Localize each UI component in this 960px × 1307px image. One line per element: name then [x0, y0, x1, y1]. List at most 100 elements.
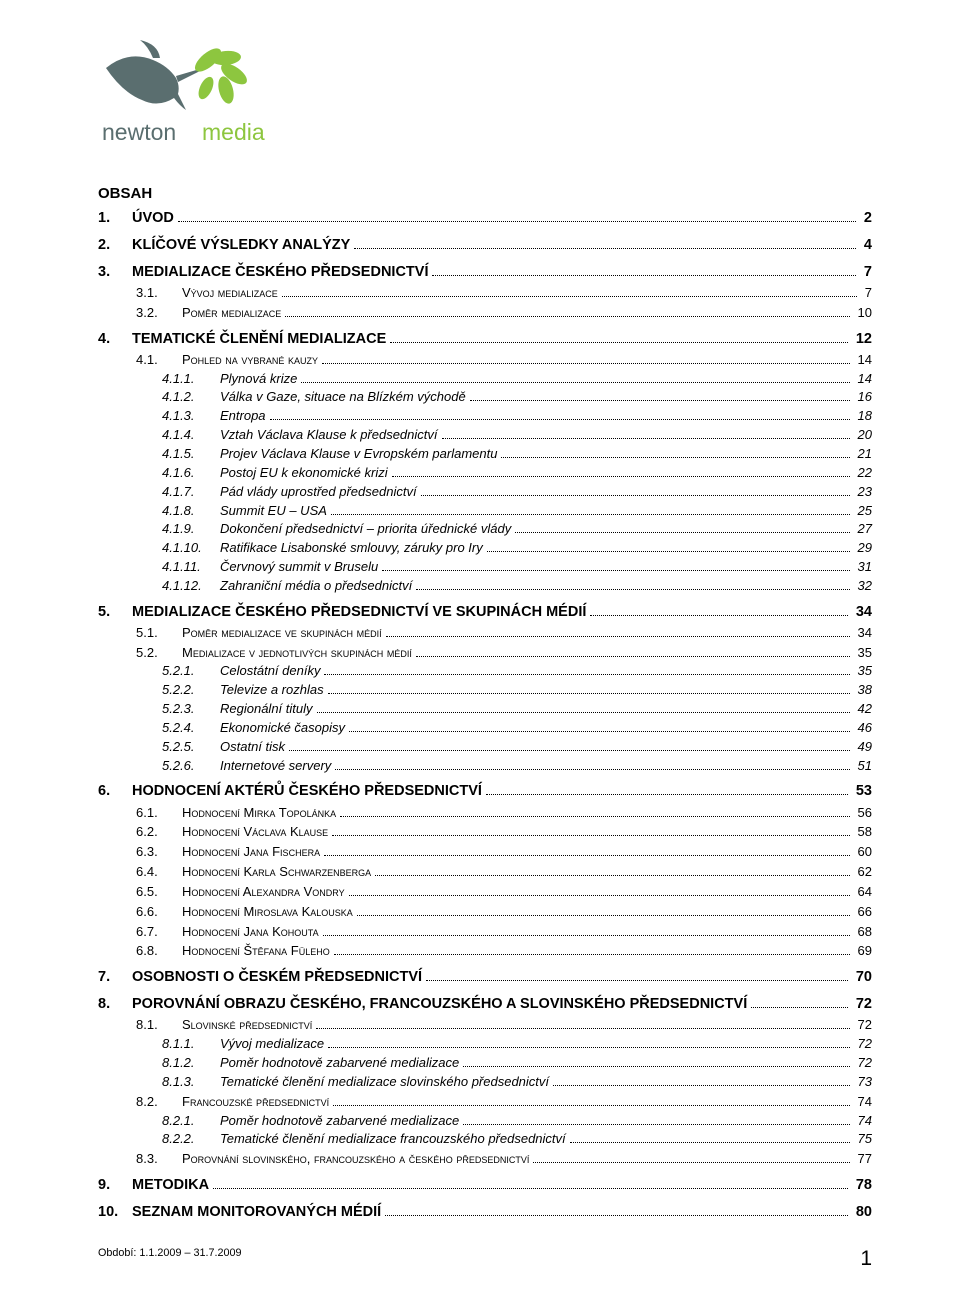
toc-entry-label: Plynová krize	[220, 370, 297, 389]
toc-entry: 8.3.Porovnání slovinského, francouzského…	[98, 1150, 872, 1169]
toc-leader-dots	[385, 1215, 848, 1216]
toc-leader-dots	[316, 1028, 849, 1029]
toc-entry-number: 3.	[98, 262, 132, 283]
toc-entry-label: SEZNAM MONITOROVANÝCH MÉDIÍ	[132, 1202, 381, 1223]
newton-media-logo-svg: newton media	[98, 40, 318, 150]
toc-entry-number: 8.2.2.	[162, 1130, 220, 1149]
toc-entry-number: 1.	[98, 208, 132, 229]
toc-entry: 4.TEMATICKÉ ČLENĚNÍ MEDIALIZACE12	[98, 329, 872, 350]
toc-entry-page: 56	[854, 804, 872, 823]
toc-entry-number: 8.1.2.	[162, 1054, 220, 1073]
svg-text:media: media	[202, 119, 265, 145]
toc-entry-number: 4.	[98, 329, 132, 350]
toc-entry: 7.OSOBNOSTI O ČESKÉM PŘEDSEDNICTVÍ70	[98, 967, 872, 988]
toc-entry: 3.1.Vývoj medializace7	[98, 284, 872, 303]
toc-entry-page: 35	[854, 644, 872, 663]
toc-entry: 6.7.Hodnocení Jana Kohouta68	[98, 923, 872, 942]
toc-leader-dots	[317, 712, 850, 713]
toc-entry: 8.2.1.Poměr hodnotově zabarvené medializ…	[98, 1112, 872, 1131]
toc-entry: 4.1.3.Entropa18	[98, 407, 872, 426]
toc-entry-number: 4.1.8.	[162, 502, 220, 521]
toc-entry-label: ÚVOD	[132, 208, 174, 229]
toc-entry-page: 77	[854, 1150, 872, 1169]
toc-entry-page: 53	[852, 781, 872, 802]
toc-entry-page: 12	[852, 329, 872, 350]
toc-entry-number: 8.2.	[136, 1093, 182, 1112]
toc-entry: 4.1.12.Zahraniční média o předsednictví3…	[98, 577, 872, 596]
toc-entry: 4.1.1.Plynová krize 14	[98, 370, 872, 389]
toc-entry-label: Pohled na vybrané kauzy	[182, 351, 318, 370]
toc-entry: 5.MEDIALIZACE ČESKÉHO PŘEDSEDNICTVÍ VE S…	[98, 602, 872, 623]
toc-entry: 5.2.1.Celostátní deníky35	[98, 662, 872, 681]
toc-leader-dots	[178, 221, 856, 222]
toc-leader-dots	[285, 316, 849, 317]
toc-entry-label: Dokončení předsednictví – priorita úředn…	[220, 520, 511, 539]
toc-entry-page: 60	[854, 843, 872, 862]
toc-leader-dots	[357, 915, 850, 916]
toc-entry: 9.METODIKA78	[98, 1175, 872, 1196]
toc-entry-label: Vývoj medializace	[220, 1035, 324, 1054]
toc-leader-dots	[270, 419, 850, 420]
toc-entry-page: 68	[854, 923, 872, 942]
page-footer: Období: 1.1.2009 – 31.7.2009 1	[98, 1247, 872, 1271]
toc-entry-label: Hodnocení Jana Fischera	[182, 843, 320, 862]
svg-text:newton: newton	[102, 119, 176, 145]
toc-entry-page: 16	[854, 388, 872, 407]
toc-leader-dots	[301, 382, 849, 383]
toc-leader-dots	[324, 674, 849, 675]
toc-entry-label: KLÍČOVÉ VÝSLEDKY ANALÝZY	[132, 235, 350, 256]
toc-entry-page: 23	[854, 483, 872, 502]
toc-entry-number: 5.2.3.	[162, 700, 220, 719]
toc-entry-page: 74	[854, 1112, 872, 1131]
toc-leader-dots	[335, 769, 849, 770]
toc-entry-page: 14	[854, 351, 872, 370]
toc-entry-number: 6.1.	[136, 804, 182, 823]
toc-leader-dots	[334, 954, 850, 955]
toc-entry-page: 72	[852, 994, 872, 1015]
toc-entry: 4.1.10.Ratifikace Lisabonské smlouvy, zá…	[98, 539, 872, 558]
toc-entry-page: 29	[854, 539, 872, 558]
toc-entry-number: 8.1.1.	[162, 1035, 220, 1054]
toc-entry-label: Francouzské předsednictví	[182, 1093, 329, 1112]
toc-entry: 8.1.1.Vývoj medializace72	[98, 1035, 872, 1054]
toc-entry-page: 34	[854, 624, 872, 643]
toc-leader-dots	[333, 1105, 849, 1106]
toc-entry-page: 75	[854, 1130, 872, 1149]
toc-entry-number: 6.3.	[136, 843, 182, 862]
toc-entry: 6.1.Hodnocení Mirka Topolánka56	[98, 804, 872, 823]
toc-entry-label: Slovinské předsednictví	[182, 1016, 312, 1035]
toc-entry-label: Poměr medializace ve skupinách médií	[182, 624, 382, 643]
toc-entry-label: OSOBNOSTI O ČESKÉM PŘEDSEDNICTVÍ	[132, 967, 422, 988]
toc-entry-number: 5.2.1.	[162, 662, 220, 681]
toc-entry-label: Ratifikace Lisabonské smlouvy, záruky pr…	[220, 539, 483, 558]
toc-entry-label: Medializace v jednotlivých skupinách méd…	[182, 644, 412, 663]
toc-entry-label: Válka v Gaze, situace na Blízkém východě	[220, 388, 466, 407]
toc-entry-label: MEDIALIZACE ČESKÉHO PŘEDSEDNICTVÍ VE SKU…	[132, 602, 586, 623]
toc-entry-page: 20	[854, 426, 872, 445]
toc-entry-number: 4.1.1.	[162, 370, 220, 389]
toc-leader-dots	[349, 895, 850, 896]
toc-entry: 6.5.Hodnocení Alexandra Vondry64	[98, 883, 872, 902]
toc-leader-dots	[349, 731, 850, 732]
toc-entry-number: 4.1.	[136, 351, 182, 370]
toc-entry-page: 31	[854, 558, 872, 577]
toc-leader-dots	[487, 551, 850, 552]
toc-entry-label: Entropa	[220, 407, 266, 426]
toc-heading: OBSAH	[98, 185, 872, 202]
footer-period: Období: 1.1.2009 – 31.7.2009	[98, 1247, 241, 1271]
toc-entry-number: 4.1.4.	[162, 426, 220, 445]
toc-entry: 4.1.9.Dokončení předsednictví – priorita…	[98, 520, 872, 539]
toc-entry-number: 6.7.	[136, 923, 182, 942]
toc-entry-number: 8.1.3.	[162, 1073, 220, 1092]
toc-entry-label: Ekonomické časopisy	[220, 719, 345, 738]
toc-entry-page: 10	[854, 304, 872, 323]
toc-entry: 5.1.Poměr medializace ve skupinách médií…	[98, 624, 872, 643]
toc-entry-number: 4.1.7.	[162, 483, 220, 502]
toc-entry-page: 58	[854, 823, 872, 842]
toc-leader-dots	[416, 589, 849, 590]
toc-entry-number: 7.	[98, 967, 132, 988]
toc-entry-page: 4	[860, 235, 872, 256]
toc-entry-number: 4.1.11.	[162, 558, 220, 577]
toc-entry-page: 14	[854, 370, 872, 389]
toc-entry-page: 27	[854, 520, 872, 539]
